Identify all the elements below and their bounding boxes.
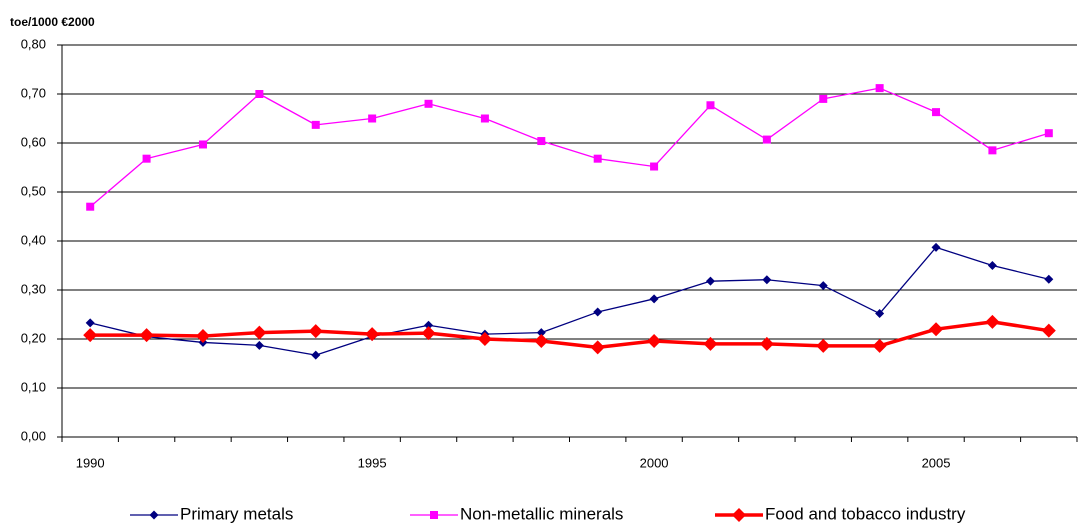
data-point — [536, 328, 546, 338]
y-tick-label: 0,20 — [21, 330, 46, 345]
data-point — [83, 328, 98, 343]
series-line — [90, 320, 1050, 350]
data-point — [875, 309, 885, 319]
data-point — [477, 332, 492, 346]
series-line — [89, 87, 1049, 208]
x-tick-label: 1995 — [358, 455, 387, 470]
data-point — [537, 137, 546, 146]
data-point — [988, 146, 997, 155]
data-point — [254, 340, 264, 350]
data-point — [308, 324, 323, 339]
data-point — [421, 326, 436, 341]
data-point — [759, 336, 774, 351]
data-point — [86, 202, 95, 211]
data-point — [1044, 129, 1053, 138]
data-point — [703, 336, 718, 351]
data-point — [932, 108, 941, 117]
data-point — [929, 322, 944, 337]
y-tick-label: 0,00 — [21, 428, 46, 443]
data-point — [365, 327, 380, 342]
data-point — [875, 84, 884, 93]
data-point — [142, 154, 151, 163]
x-tick-label: 2005 — [922, 455, 951, 470]
data-point — [985, 314, 1000, 329]
data-point — [534, 333, 549, 348]
data-point — [311, 120, 320, 129]
y-tick-label: 0,10 — [21, 379, 46, 394]
data-point — [816, 338, 831, 353]
data-point — [198, 140, 207, 149]
legend-marker — [149, 510, 159, 520]
data-point — [706, 101, 715, 110]
y-tick-label: 0,40 — [21, 232, 46, 247]
data-point — [85, 318, 95, 328]
data-point — [647, 333, 662, 348]
data-point — [195, 329, 210, 344]
y-tick-label: 0,70 — [21, 85, 46, 100]
data-point — [819, 94, 828, 103]
data-point — [480, 114, 489, 123]
data-point — [931, 242, 941, 252]
data-point — [252, 325, 267, 340]
data-point — [139, 328, 154, 343]
y-tick-label: 0,60 — [21, 134, 46, 149]
legend-marker — [732, 508, 746, 522]
data-point — [424, 320, 434, 330]
data-point — [593, 154, 602, 163]
data-point — [368, 114, 377, 123]
data-point — [762, 275, 772, 285]
data-point — [650, 162, 659, 171]
legend-label: Food and tobacco industry — [765, 504, 966, 523]
data-point — [255, 90, 264, 98]
data-point — [987, 261, 997, 270]
y-tick-label: 0,50 — [21, 183, 46, 198]
data-point — [593, 307, 603, 317]
data-point — [649, 294, 659, 304]
x-tick-label: 2000 — [640, 455, 669, 470]
data-point — [590, 340, 605, 355]
data-point — [705, 276, 715, 286]
y-tick-label: 0,30 — [21, 281, 46, 296]
y-tick-label: 0,80 — [21, 36, 46, 51]
legend-marker — [430, 511, 438, 519]
legend-label: Non-metallic minerals — [460, 504, 623, 523]
data-point — [818, 281, 828, 291]
data-point — [1044, 274, 1054, 284]
series-line — [90, 246, 1049, 356]
legend: Primary metals Non-metallic minerals Food … — [130, 504, 966, 523]
y-axis-title: toe/1000 €2000 — [10, 15, 95, 29]
data-point — [762, 135, 771, 144]
data-point — [872, 338, 887, 353]
data-point — [424, 99, 433, 108]
data-point — [1041, 323, 1056, 338]
data-point — [311, 350, 321, 360]
x-tick-label: 1990 — [76, 455, 105, 470]
legend-label: Primary metals — [180, 504, 293, 523]
